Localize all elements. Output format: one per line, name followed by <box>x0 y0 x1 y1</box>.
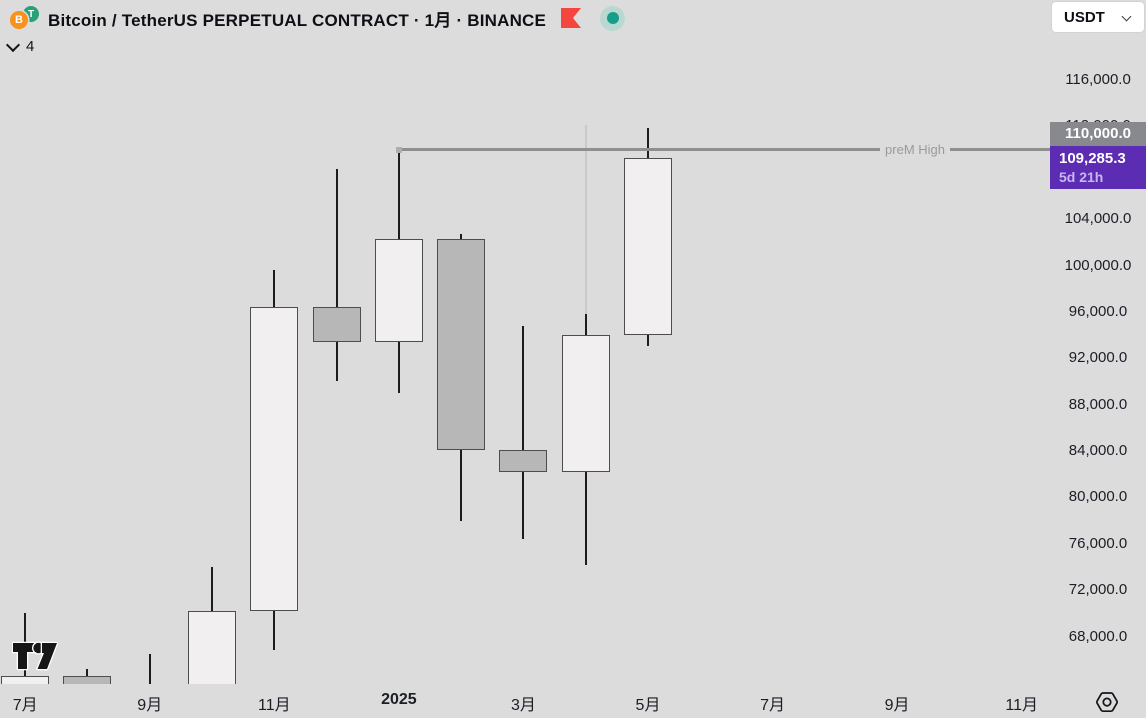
candle-body <box>1 675 50 684</box>
timezone-settings-button[interactable] <box>1094 688 1120 714</box>
candle-wick <box>148 653 151 684</box>
price-tick-label: 92,000.0 <box>1068 349 1128 367</box>
time-tick-label: 5月 <box>635 697 661 714</box>
candle-body <box>63 675 112 684</box>
last-price-badge: 109,285.3 5d 21h <box>1050 145 1146 189</box>
currency-label: USDT <box>1064 8 1105 26</box>
bitcoin-icon: B <box>10 11 28 29</box>
price-tick-label: 104,000.0 <box>1064 210 1132 228</box>
time-tick-label: 11月 <box>258 697 291 714</box>
candle-wick <box>522 325 525 540</box>
bar-close-countdown: 5d 21h <box>1059 168 1104 185</box>
symbol-title[interactable]: Bitcoin / TetherUS PERPETUAL CONTRACT · … <box>48 10 547 30</box>
candle-body <box>437 238 486 450</box>
time-axis[interactable]: 7月 9月 11月 2025 3月 5月 7月 9月 11月 <box>0 684 1146 718</box>
vertical-guide-line <box>584 125 587 315</box>
price-tick-label: 96,000.0 <box>1068 302 1128 320</box>
status-inner-dot <box>606 12 619 24</box>
price-axis[interactable]: 110,000.0 109,285.3 5d 21h 116,000.0112,… <box>1050 0 1146 684</box>
candle-body <box>624 157 672 336</box>
time-tick-label: 7月 <box>760 697 785 714</box>
chevron-down-icon <box>5 37 21 53</box>
price-tick-label: 72,000.0 <box>1068 581 1128 599</box>
time-tick-label: 11月 <box>1005 697 1038 714</box>
time-tick-label: 9月 <box>884 697 910 714</box>
prem-high-label: preM High <box>880 141 950 158</box>
price-tick-label: 68,000.0 <box>1068 627 1128 645</box>
candle-body <box>374 238 423 343</box>
price-tick-label: 80,000.0 <box>1068 488 1128 506</box>
last-price-value: 109,285.3 <box>1059 149 1126 167</box>
candle-body <box>561 335 610 472</box>
line-price-badge: 110,000.0 <box>1050 121 1146 146</box>
price-tick-label: 100,000.0 <box>1064 256 1132 274</box>
price-tick-label: 116,000.0 <box>1065 71 1131 88</box>
tradingview-logo[interactable] <box>12 640 58 672</box>
price-tick-label: 84,000.0 <box>1068 442 1128 459</box>
hidden-indicator-count: 4 <box>26 38 35 55</box>
price-tick-label: 76,000.0 <box>1068 534 1128 552</box>
chart-plot-area[interactable]: preM High <box>0 0 1050 684</box>
market-status-icon[interactable] <box>600 5 626 31</box>
time-tick-label: 2025 <box>381 691 417 708</box>
symbol-header: T B Bitcoin / TetherUS PERPETUAL CONTRAC… <box>10 5 626 31</box>
candle-body <box>250 307 299 611</box>
chevron-down-icon <box>1121 11 1132 21</box>
flag-icon[interactable] <box>560 7 582 29</box>
time-tick-label: 7月 <box>12 697 38 714</box>
candle-body <box>312 307 361 343</box>
candle-wick <box>335 169 338 382</box>
price-tick-label: 88,000.0 <box>1068 395 1128 413</box>
pair-logo: T B <box>10 6 42 30</box>
time-tick-label: 9月 <box>137 697 163 714</box>
currency-selector[interactable]: USDT <box>1052 2 1144 32</box>
candle-body <box>188 611 237 684</box>
candle-body <box>499 449 548 472</box>
hexagon-settings-icon <box>1095 692 1119 713</box>
time-tick-label: 3月 <box>510 697 536 714</box>
legend-collapse-toggle[interactable]: 4 <box>5 37 35 55</box>
prem-high-line[interactable] <box>398 148 1050 152</box>
line-anchor-dot[interactable] <box>395 146 402 153</box>
